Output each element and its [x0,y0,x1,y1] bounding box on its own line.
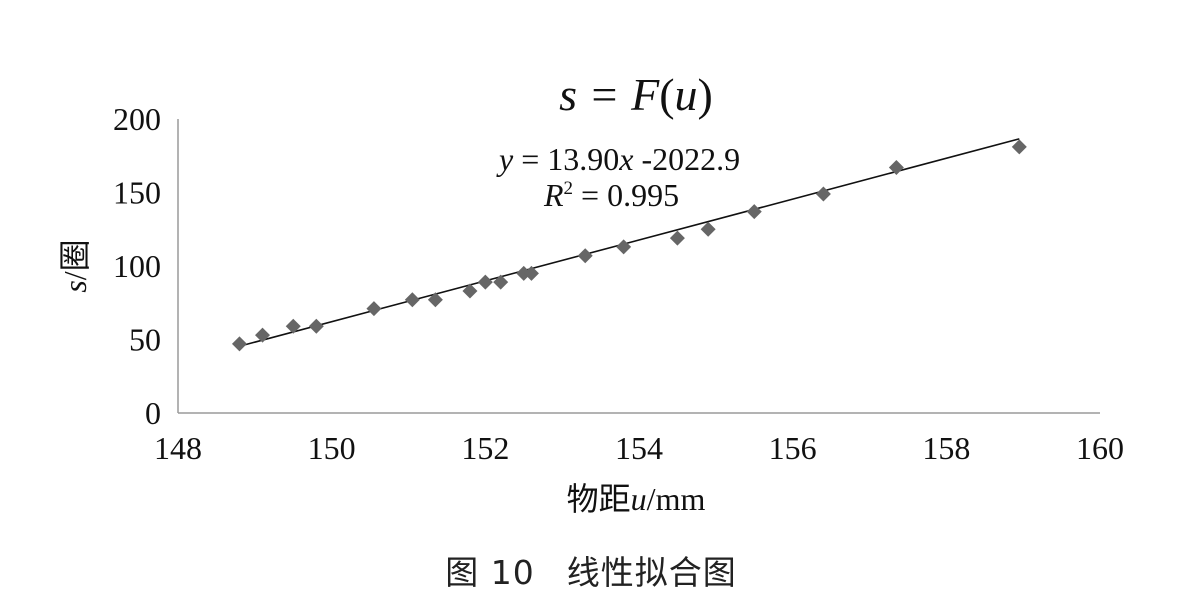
data-point-14 [669,230,685,246]
r2-var: R [543,177,564,213]
y-tick-labels: 0 50 100 150 200 [113,101,161,431]
eq-eq: = 13.90 [513,141,619,177]
y-label-var: s [57,280,93,292]
data-point-8 [477,274,493,290]
eq-var-y: y [496,141,514,177]
chart-title: s = F(u) [559,69,713,120]
data-point-5 [404,292,420,308]
eq-var-x: x [618,141,633,177]
data-point-15 [700,221,716,237]
data-point-18 [888,160,904,176]
x-label-unit: /mm [647,481,706,517]
data-point-17 [815,186,831,202]
trendline [239,138,1020,348]
scatter-chart: s = F(u) 148 150 152 154 156 158 160 050100150… [57,69,1124,517]
r2-rest: = 0.995 [573,177,679,213]
chart-title-var: u [675,69,698,120]
data-point-7 [462,283,478,299]
data-point-12 [577,248,593,264]
r-squared: R2 = 0.995 [543,177,679,213]
x-tick-label-6: 160 [1076,430,1124,466]
x-tick-label-1: 150 [308,430,356,466]
data-point-0 [231,336,247,352]
x-tick-labels: 148 150 152 154 156 158 160 [154,430,1124,466]
data-point-2 [285,318,301,334]
x-tick-label-3: 154 [615,430,663,466]
y-tick-label-3: 150 [113,175,161,211]
data-point-4 [366,301,382,317]
x-label-prefix: 物距 [567,481,631,517]
data-point-10 [516,265,532,281]
y-label-unit: /圈 [57,239,93,280]
figure-caption: 图 10 线性拟合图 [0,546,1182,594]
x-tick-label-4: 156 [769,430,817,466]
eq-rest: -2022.9 [633,141,740,177]
data-point-3 [308,318,324,334]
figure-number: 图 10 [445,553,535,592]
data-point-9 [493,274,509,290]
chart-title-prefix: s = [559,69,631,120]
x-axis-label: 物距u/mm [567,481,706,517]
data-point-19 [1011,139,1027,155]
figure-caption-text: 线性拟合图 [566,553,737,592]
data-point-6 [427,292,443,308]
chart-title-close: ) [698,69,713,120]
x-tick-label-2: 152 [461,430,509,466]
y-tick-label-4: 200 [113,101,161,137]
y-tick-label-0: 0 [145,395,161,431]
y-tick-label-1: 50 [129,322,161,358]
r2-sup: 2 [564,178,574,199]
x-label-var: u [631,481,647,517]
data-point-13 [616,239,632,255]
trendline-equation: y = 13.90x -2022.9 [496,141,740,177]
x-tick-label-5: 158 [922,430,970,466]
data-point-16 [746,204,762,220]
y-axis-label: s/圈 [57,239,93,292]
chart-title-open: ( [659,69,674,120]
y-tick-label-2: 100 [113,248,161,284]
x-tick-label-0: 148 [154,430,202,466]
trendline-group [239,138,1020,348]
data-points [231,139,1027,352]
data-point-1 [255,327,271,343]
chart-title-func: F [630,69,660,120]
data-point-11 [523,265,539,281]
